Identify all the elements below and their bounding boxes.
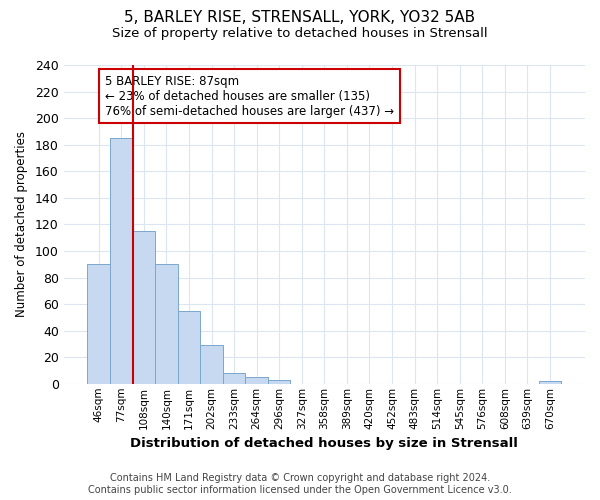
Bar bbox=[178, 310, 200, 384]
Text: Size of property relative to detached houses in Strensall: Size of property relative to detached ho… bbox=[112, 28, 488, 40]
Text: 5, BARLEY RISE, STRENSALL, YORK, YO32 5AB: 5, BARLEY RISE, STRENSALL, YORK, YO32 5A… bbox=[124, 10, 476, 25]
Bar bbox=[245, 377, 268, 384]
Text: 5 BARLEY RISE: 87sqm
← 23% of detached houses are smaller (135)
76% of semi-deta: 5 BARLEY RISE: 87sqm ← 23% of detached h… bbox=[106, 74, 395, 118]
Bar bbox=[155, 264, 178, 384]
Bar bbox=[88, 264, 110, 384]
Y-axis label: Number of detached properties: Number of detached properties bbox=[15, 132, 28, 318]
Bar bbox=[200, 345, 223, 384]
Bar bbox=[268, 380, 290, 384]
Bar bbox=[110, 138, 133, 384]
Bar bbox=[223, 373, 245, 384]
Text: Contains HM Land Registry data © Crown copyright and database right 2024.
Contai: Contains HM Land Registry data © Crown c… bbox=[88, 474, 512, 495]
Bar bbox=[133, 231, 155, 384]
X-axis label: Distribution of detached houses by size in Strensall: Distribution of detached houses by size … bbox=[130, 437, 518, 450]
Bar bbox=[539, 381, 562, 384]
